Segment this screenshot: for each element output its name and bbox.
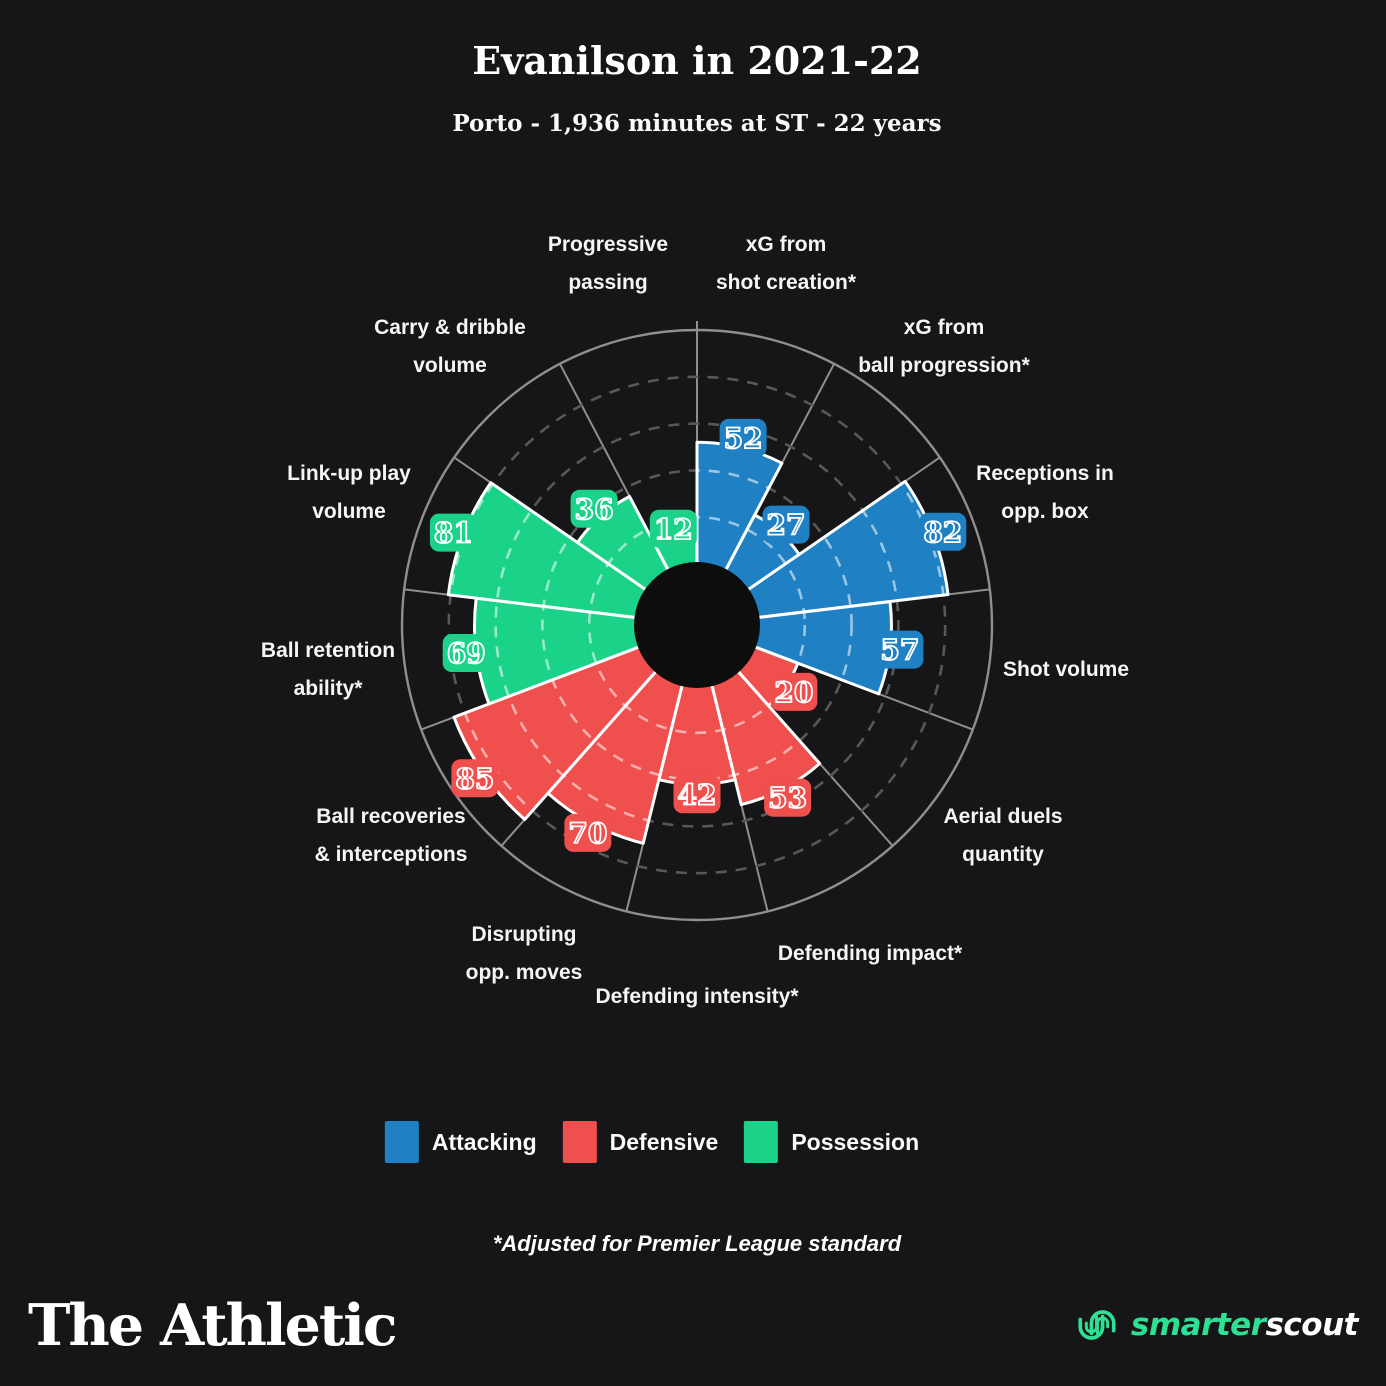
badge-box: [770, 672, 818, 711]
value-badges: 52 27 82 57 20 53 42 70 85 69 81 36 12: [429, 418, 967, 852]
value-badge-progressive-passing: 12: [649, 509, 697, 548]
badge-value: 69: [447, 637, 486, 670]
legend-label: Possession: [791, 1128, 920, 1155]
value-badge-disrupting-opp-moves: 70: [564, 813, 612, 852]
badge-box: [429, 513, 477, 552]
badge-value: 42: [678, 778, 717, 811]
value-badge-carry-dribble-volume: 36: [570, 489, 618, 528]
slice-group: [446, 440, 950, 845]
value-badge-link-up-play-volume: 81: [429, 513, 477, 552]
legend-item-defensive: Defensive: [562, 1121, 719, 1163]
badge-value: 85: [455, 762, 494, 795]
page-title: Evanilson in 2021-22: [472, 38, 922, 83]
value-badge-shot-volume: 57: [876, 630, 924, 669]
badge-box: [673, 775, 721, 814]
legend-swatch-possession: [744, 1121, 779, 1163]
value-badge-xg-from-shot-creation: 52: [719, 418, 767, 457]
legend-swatch-defensive: [562, 1121, 597, 1163]
legend: Attacking Defensive Possession: [384, 1121, 919, 1163]
badge-box: [649, 509, 697, 548]
legend-item-attacking: Attacking: [384, 1121, 537, 1163]
badge-value: 12: [654, 513, 693, 546]
grid-ring-60: [494, 422, 900, 828]
the-athletic-logo: The Athletic: [28, 1292, 398, 1359]
badge-box: [442, 634, 490, 672]
badge-box: [876, 630, 924, 669]
value-badge-defending-impact: 53: [764, 778, 812, 817]
smarterscout-logo: smarterscout: [1071, 1300, 1358, 1350]
badge-box: [919, 512, 967, 551]
badge-value: 27: [767, 509, 806, 542]
badge-box: [762, 505, 810, 544]
slice-ring-20: [587, 515, 807, 735]
smarterscout-icon: [1078, 1310, 1116, 1340]
badge-value: 36: [575, 493, 614, 526]
footnote: *Adjusted for Premier League standard: [492, 1231, 902, 1256]
value-badge-aerial-duels-quantity: 20: [770, 672, 818, 711]
page-subtitle: Porto - 1,936 minutes at ST - 22 years: [452, 110, 942, 137]
badge-box: [451, 759, 499, 798]
value-badge-ball-retention-ability: 69: [442, 634, 490, 672]
badge-value: 20: [774, 676, 813, 709]
badge-value: 52: [724, 422, 763, 455]
legend-label: Attacking: [431, 1128, 537, 1155]
badge-box: [764, 778, 812, 817]
badge-value: 53: [768, 782, 807, 815]
smarterscout-text-white: scout: [1265, 1307, 1358, 1343]
badge-box: [719, 418, 767, 457]
legend-label: Defensive: [609, 1128, 719, 1155]
badge-box: [570, 489, 618, 528]
badge-value: 70: [568, 817, 607, 850]
legend-swatch-attacking: [384, 1121, 419, 1163]
center-hole: [634, 562, 760, 688]
value-badge-defending-intensity: 42: [673, 775, 721, 814]
badge-value: 57: [880, 634, 919, 667]
value-badge-ball-recoveries-interceptions: 85: [451, 759, 499, 798]
grid-ring-80: [447, 375, 947, 875]
badge-value: 81: [434, 517, 473, 550]
badge-box: [564, 813, 612, 852]
value-badge-receptions-in-opp-box: 82: [919, 512, 967, 551]
badge-value: 82: [923, 516, 962, 549]
legend-item-possession: Possession: [744, 1121, 919, 1163]
value-badge-xg-from-ball-progression: 27: [762, 505, 810, 544]
smarterscout-text-green: smarter: [1130, 1307, 1266, 1343]
